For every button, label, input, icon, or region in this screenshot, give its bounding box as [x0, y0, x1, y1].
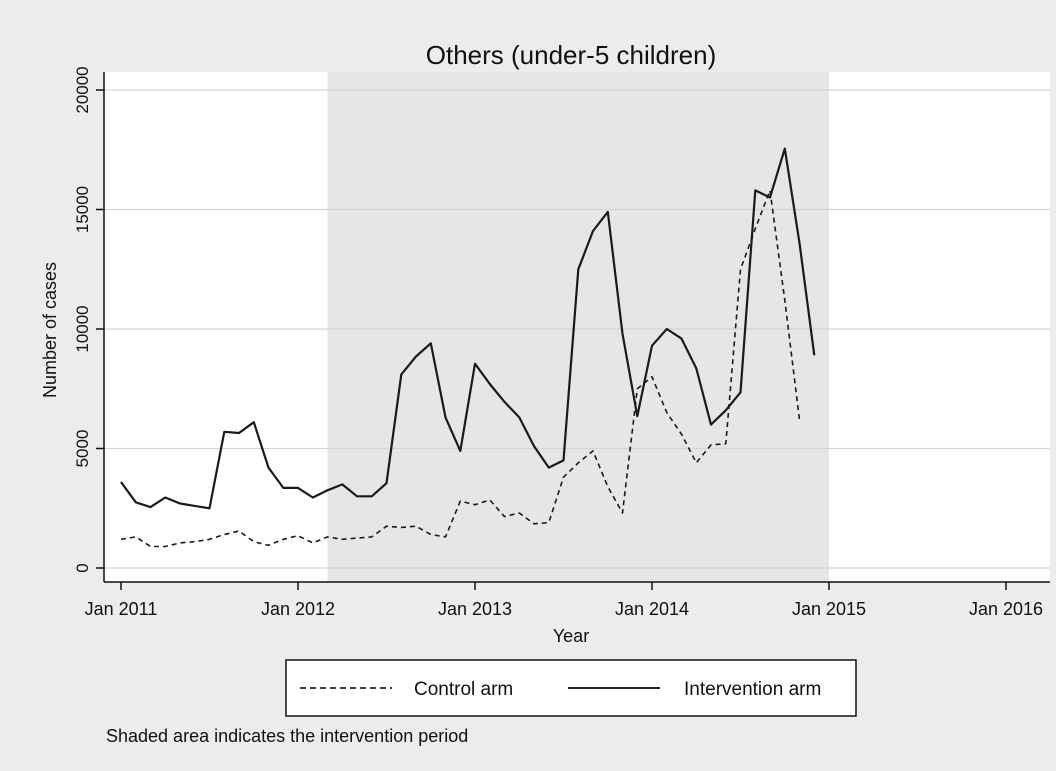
legend-label-intervention: Intervention arm: [684, 679, 821, 700]
intervention-period-shade: [327, 72, 829, 582]
y-tick-label: 5000: [73, 430, 92, 468]
x-tick-label: Jan 2011: [85, 599, 158, 619]
x-tick-label: Jan 2014: [615, 599, 689, 619]
legend-label-control: Control arm: [414, 679, 513, 700]
y-tick-label: 15000: [73, 186, 92, 233]
chart-title: Others (under-5 children): [426, 40, 716, 70]
x-axis-label: Year: [553, 626, 589, 646]
y-tick-label: 20000: [73, 66, 92, 113]
chart-note: Shaded area indicates the intervention p…: [106, 726, 468, 746]
x-tick-label: Jan 2015: [792, 599, 866, 619]
series-line-control: [120, 189, 801, 548]
series-line-intervention: [120, 147, 816, 510]
y-tick-label: 10000: [73, 305, 92, 352]
x-tick-label: Jan 2016: [969, 599, 1043, 619]
x-tick-label: Jan 2013: [438, 599, 512, 619]
y-tick-label: 0: [73, 563, 92, 572]
x-tick-label: Jan 2012: [261, 599, 335, 619]
y-axis-label: Number of cases: [40, 262, 60, 398]
legend: Control arm Intervention arm: [285, 659, 857, 717]
